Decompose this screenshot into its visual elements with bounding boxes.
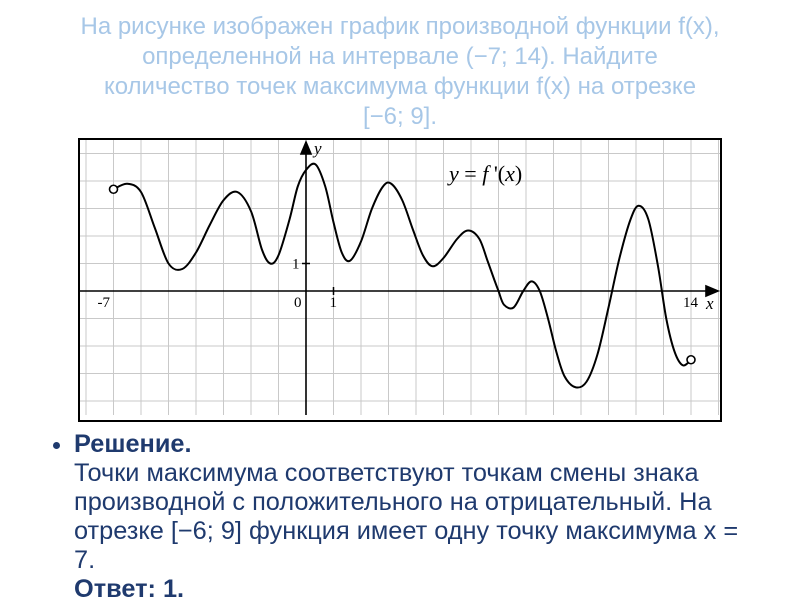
- svg-text:x: x: [705, 294, 714, 313]
- svg-text:y: y: [312, 140, 322, 158]
- chart-box: -7 0 1 14 1 x y y = f '(x): [78, 138, 722, 422]
- solution-heading: Решение.: [74, 430, 192, 458]
- solution-item: Решение. Точки максимума соответствуют т…: [74, 430, 766, 600]
- svg-text:-7: -7: [98, 295, 111, 311]
- svg-text:14: 14: [683, 295, 699, 311]
- svg-text:1: 1: [330, 295, 338, 311]
- problem-title: На рисунке изображен график производной …: [28, 12, 772, 132]
- chart-container: -7 0 1 14 1 x y y = f '(x): [28, 138, 772, 422]
- solution-answer: Ответ: 1.: [74, 575, 184, 600]
- svg-text:y = f '(x): y = f '(x): [447, 161, 522, 186]
- title-line-4: [−6; 9].: [363, 103, 437, 130]
- svg-text:1: 1: [292, 257, 300, 273]
- title-line-2: определенной на интервале (−7; 14). Найд…: [142, 43, 658, 70]
- svg-text:0: 0: [294, 295, 302, 311]
- title-line-1: На рисунке изображен график производной …: [80, 13, 719, 40]
- title-line-3: количество точек максимума функции f(x) …: [104, 73, 696, 100]
- solution-block: Решение. Точки максимума соответствуют т…: [28, 430, 772, 600]
- derivative-graph: -7 0 1 14 1 x y y = f '(x): [80, 140, 720, 415]
- solution-body: Точки максимума соответствуют точкам сме…: [74, 459, 738, 574]
